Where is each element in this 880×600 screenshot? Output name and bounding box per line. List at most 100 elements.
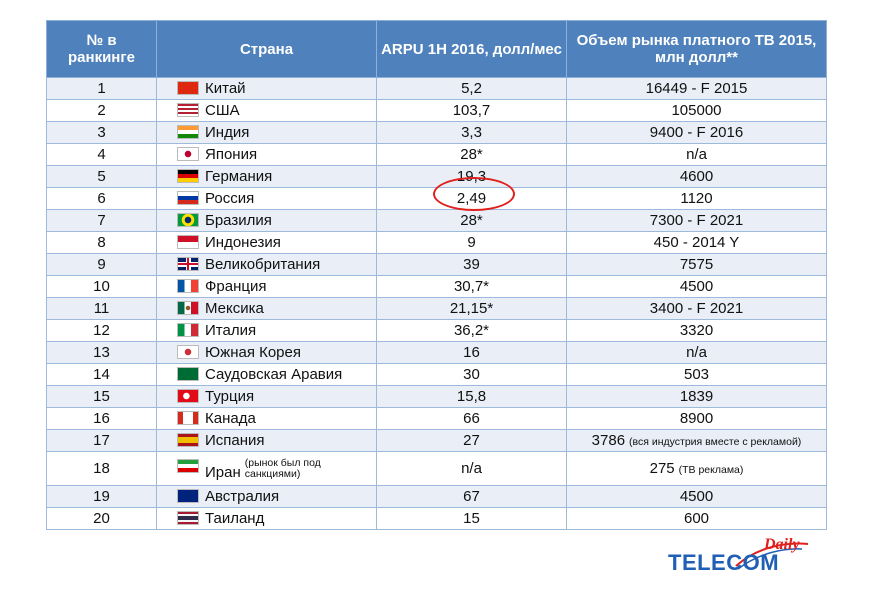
market-cell: 9400 - F 2016 — [566, 121, 827, 144]
table-row: 9 Великобритания 39 7575 — [46, 253, 827, 276]
market-value: 3320 — [679, 322, 714, 339]
country-name: Канада — [205, 410, 256, 427]
india-flag-icon — [177, 125, 199, 139]
table-row: 20 Таиланд 15 600 — [46, 507, 827, 530]
country-name: Турция — [205, 388, 255, 405]
table-row: 4 Япония 28* n/a — [46, 143, 827, 166]
rank-cell: 9 — [46, 253, 157, 276]
market-cell: 1839 — [566, 385, 827, 408]
market-value: 600 — [683, 510, 710, 527]
rank-cell: 7 — [46, 209, 157, 232]
table-row: 13 Южная Корея 16 n/a — [46, 341, 827, 364]
market-value: n/a — [686, 146, 707, 163]
country-cell: Иран(рынок был под санкциями) — [156, 451, 377, 486]
market-value: 105000 — [671, 102, 722, 119]
table-row: 17 Испания 27 3786 (вся индустрия вместе с р… — [46, 429, 827, 452]
country-cell: Испания — [156, 429, 377, 452]
japan-flag-icon — [177, 147, 199, 161]
market-cell: n/a — [566, 341, 827, 364]
iran-flag-icon — [177, 458, 199, 473]
russia-flag-icon — [177, 191, 199, 205]
arpu-cell: 27 — [376, 429, 567, 452]
rank-cell: 4 — [46, 143, 157, 166]
germany-flag-icon — [177, 169, 199, 183]
arpu-cell: 5,2 — [376, 77, 567, 100]
market-note: (ТВ реклама) — [678, 464, 744, 476]
canada-flag-icon — [177, 411, 199, 425]
rank-cell: 10 — [46, 275, 157, 298]
rank-cell: 17 — [46, 429, 157, 452]
country-name: США — [205, 102, 240, 119]
arpu-cell: 3,3 — [376, 121, 567, 144]
arpu-cell: 28* — [376, 143, 567, 166]
market-cell: 4500 — [566, 485, 827, 508]
thailand-flag-icon — [177, 511, 199, 525]
rank-cell: 14 — [46, 363, 157, 386]
market-cell: 3786 (вся индустрия вместе с рекламой) — [566, 429, 827, 452]
table-row: 10 Франция 30,7* 4500 — [46, 275, 827, 298]
market-cell: 275 (ТВ реклама) — [566, 451, 827, 486]
arpu-cell: 103,7 — [376, 99, 567, 122]
market-value: 16449 - F 2015 — [645, 80, 748, 97]
header-arpu: ARPU 1H 2016, долл/мес — [376, 20, 567, 78]
market-cell: 1120 — [566, 187, 827, 210]
arpu-cell: 9 — [376, 231, 567, 254]
country-name: Австралия — [205, 488, 280, 505]
table-row: 3 Индия 3,3 9400 - F 2016 — [46, 121, 827, 144]
rank-cell: 6 — [46, 187, 157, 210]
rank-cell: 19 — [46, 485, 157, 508]
table-row: 16 Канада 66 8900 — [46, 407, 827, 430]
header-market: Объем рынка платного ТВ 2015, млн долл** — [566, 20, 827, 78]
rank-cell: 2 — [46, 99, 157, 122]
table-row: 2 США 103,7 105000 — [46, 99, 827, 122]
rank-cell: 1 — [46, 77, 157, 100]
country-cell: США — [156, 99, 377, 122]
pay-tv-ranking-table: № в ранкинге Страна ARPU 1H 2016, долл/м… — [46, 20, 827, 530]
market-cell: 503 — [566, 363, 827, 386]
country-cell: Турция — [156, 385, 377, 408]
market-cell: 4600 — [566, 165, 827, 188]
rank-cell: 12 — [46, 319, 157, 342]
country-name: Великобритания — [205, 256, 321, 273]
market-value: 9400 - F 2016 — [649, 124, 744, 141]
country-cell: Китай — [156, 77, 377, 100]
telecom-daily-logo: TELECOM Daily — [668, 536, 818, 580]
country-name: Индия — [205, 124, 250, 141]
arpu-cell: 36,2* — [376, 319, 567, 342]
table-row: 19 Австралия 67 4500 — [46, 485, 827, 508]
country-name: Германия — [205, 168, 273, 185]
market-value: 3400 - F 2021 — [649, 300, 744, 317]
indonesia-flag-icon — [177, 235, 199, 249]
market-value: 275 — [649, 460, 675, 477]
country-cell: Германия — [156, 165, 377, 188]
logo-swoosh-icon — [735, 542, 809, 570]
market-cell: n/a — [566, 143, 827, 166]
arpu-cell: 15,8 — [376, 385, 567, 408]
market-value: 503 — [683, 366, 710, 383]
market-value: 8900 — [679, 410, 714, 427]
arpu-cell: 28* — [376, 209, 567, 232]
country-cell: Бразилия — [156, 209, 377, 232]
arpu-cell: 39 — [376, 253, 567, 276]
rank-cell: 13 — [46, 341, 157, 364]
table-row: 5 Германия 19,3 4600 — [46, 165, 827, 188]
market-value: 4600 — [679, 168, 714, 185]
turkey-flag-icon — [177, 389, 199, 403]
header-row: № в ранкинге Страна ARPU 1H 2016, долл/м… — [46, 20, 827, 78]
market-value: 4500 — [679, 278, 714, 295]
table-body: 1 Китай 5,2 16449 - F 2015 2 США 103,7 105000 3 И… — [46, 77, 827, 530]
country-name-with-note: Иран(рынок был под санкциями) — [205, 457, 355, 481]
table-row: 8 Индонезия 9 450 - 2014 Y — [46, 231, 827, 254]
header-rank: № в ранкинге — [46, 20, 157, 78]
country-name: Иран — [205, 463, 241, 481]
country-name: Таиланд — [205, 510, 265, 527]
arpu-cell: 30 — [376, 363, 567, 386]
market-cell: 3320 — [566, 319, 827, 342]
country-cell: Индия — [156, 121, 377, 144]
rank-cell: 16 — [46, 407, 157, 430]
ranking-table-container: № в ранкинге Страна ARPU 1H 2016, долл/м… — [46, 20, 827, 530]
logo-sub-text: Daily — [764, 536, 800, 553]
france-flag-icon — [177, 279, 199, 293]
arpu-cell: 67 — [376, 485, 567, 508]
table-row: 18 Иран(рынок был под санкциями) n/a 275 (ТВ… — [46, 451, 827, 486]
